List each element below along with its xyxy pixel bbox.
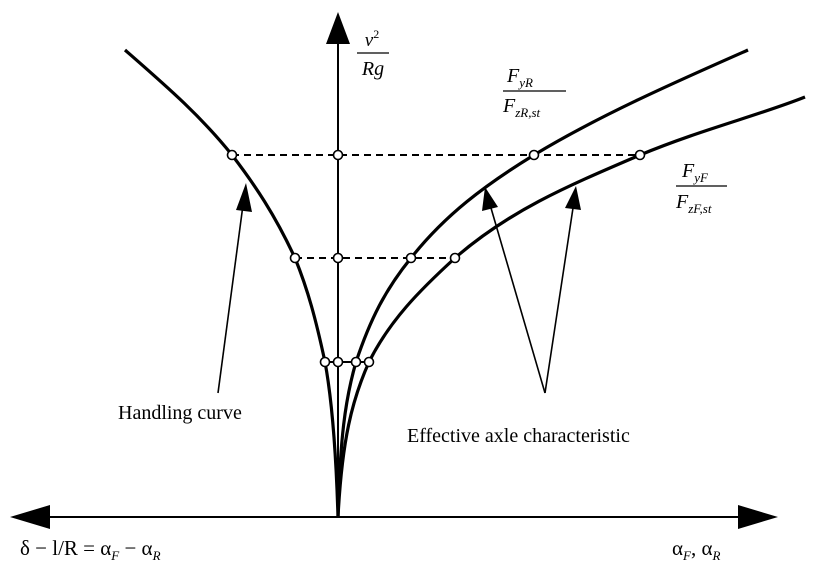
- y-label-var: v: [365, 30, 374, 51]
- label-text: α: [672, 536, 683, 560]
- front-num-sub: yF: [692, 170, 709, 185]
- rear-denominator: FzR,st: [502, 95, 541, 120]
- point: [319, 356, 331, 368]
- handling-label: Handling curve: [118, 402, 242, 424]
- pointer-head: [565, 186, 581, 210]
- point: [350, 356, 362, 368]
- subscript: R: [152, 548, 161, 563]
- pointer-head: [482, 187, 498, 211]
- axle-label: Effective axle characteristic: [407, 425, 630, 447]
- pointer: [490, 207, 546, 394]
- point: [332, 149, 344, 161]
- y-label-numerator: v2: [365, 27, 379, 51]
- point: [634, 149, 646, 161]
- front-den-sub: zF,st: [687, 201, 712, 216]
- point: [528, 149, 540, 161]
- point: [332, 356, 344, 368]
- y-label-denominator: Rg: [361, 58, 384, 80]
- label-text: , α: [691, 536, 713, 560]
- label-text: − α: [119, 536, 152, 560]
- point: [332, 252, 344, 264]
- x-label-right: αF, αR: [672, 536, 720, 563]
- point: [363, 356, 375, 368]
- y-label-sup: 2: [373, 27, 379, 41]
- rear-num-base: F: [506, 65, 520, 87]
- subscript: F: [682, 548, 692, 563]
- x-arrow-right: [738, 505, 778, 529]
- points: [226, 149, 646, 368]
- subscript: R: [711, 548, 720, 563]
- x-arrow-left: [10, 505, 50, 529]
- y-arrow: [326, 12, 350, 44]
- x-label-left: δ − l/R = αF − αR: [20, 536, 161, 563]
- rear-curve: [336, 48, 749, 518]
- front-num-base: F: [681, 160, 695, 182]
- point: [289, 252, 301, 264]
- pointer: [217, 204, 244, 394]
- point: [449, 252, 461, 264]
- front-curve: [336, 95, 806, 518]
- point: [226, 149, 238, 161]
- front-denominator: FzF,st: [675, 191, 712, 216]
- rear-numerator: FyR: [506, 65, 533, 90]
- front-numerator: FyF: [681, 160, 709, 185]
- rear-num-sub: yR: [517, 75, 533, 90]
- point: [405, 252, 417, 264]
- rear-den-sub: zR,st: [514, 105, 540, 120]
- rear-den-base: F: [502, 95, 516, 117]
- label-text: δ − l/R = α: [20, 536, 111, 560]
- subscript: F: [110, 548, 120, 563]
- pointer-head: [236, 183, 252, 212]
- pointer: [544, 207, 574, 394]
- front-den-base: F: [675, 191, 689, 213]
- handling-curve: [123, 48, 340, 518]
